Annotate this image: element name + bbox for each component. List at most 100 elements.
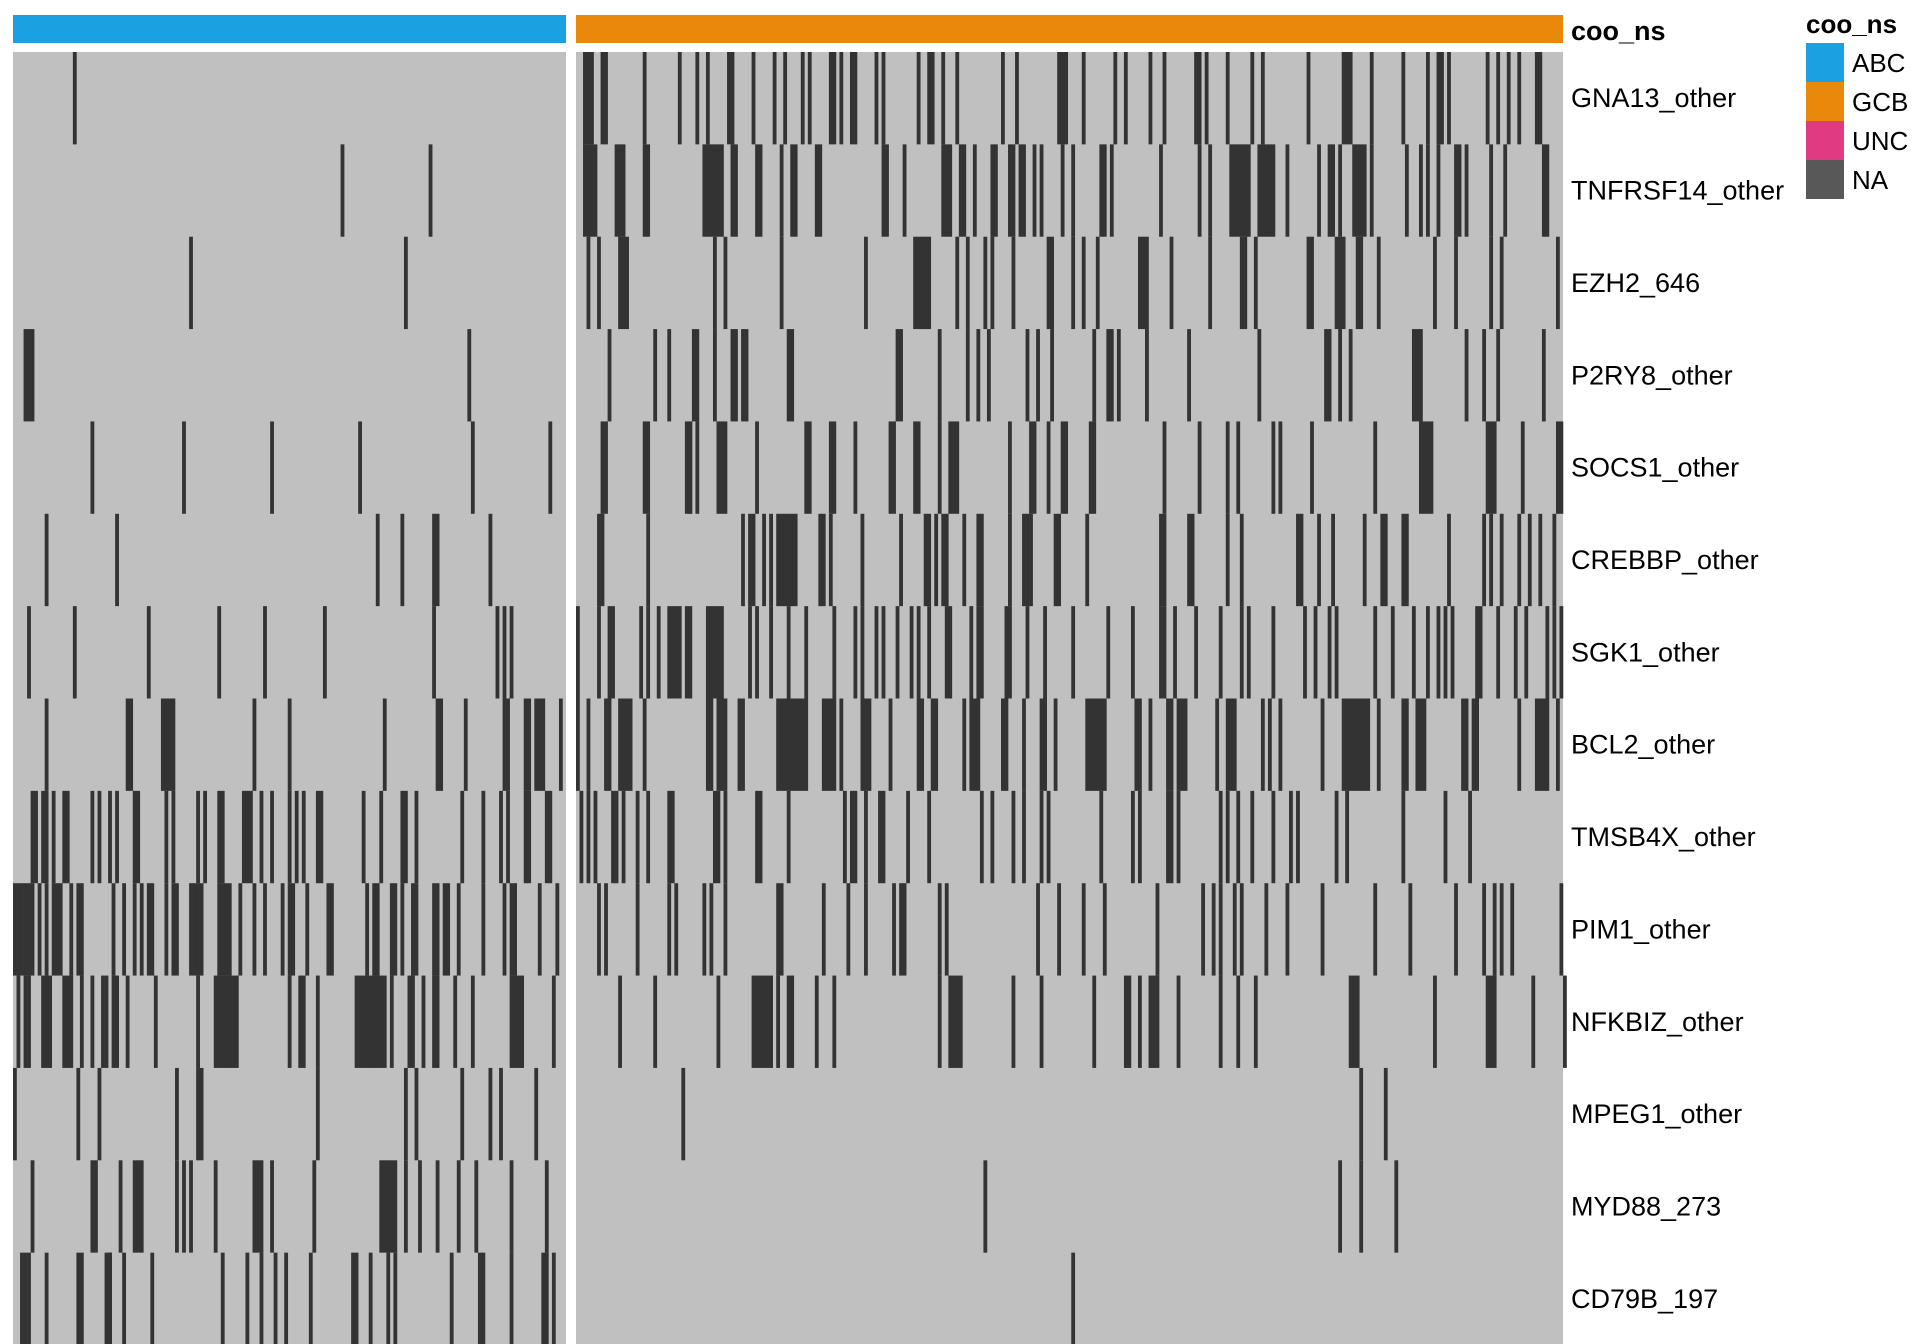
cell-mutated: [1243, 236, 1248, 330]
cell-mutated: [1260, 144, 1265, 237]
cell-mutated: [509, 1252, 514, 1344]
cell-mutated: [1499, 513, 1504, 607]
cell-mutated: [723, 698, 728, 791]
cell-mutated: [537, 883, 542, 976]
cell-mutated: [1534, 52, 1539, 145]
cell-mutated: [839, 698, 844, 791]
cell-mutated: [488, 513, 493, 607]
cell-mutated: [576, 606, 580, 699]
cell-mutated: [502, 698, 507, 791]
cell-mutated: [1057, 52, 1062, 145]
cell-mutated: [136, 1160, 141, 1253]
cell-mutated: [590, 52, 594, 145]
cell-mutated: [248, 790, 253, 884]
cell-mutated: [1475, 698, 1479, 791]
cell-mutated: [418, 1160, 422, 1253]
cell-mutated: [224, 975, 229, 1068]
cell-mutated: [720, 144, 724, 237]
cell-mutated: [688, 606, 693, 699]
cell-mutated: [192, 883, 197, 976]
cell-mutated: [368, 975, 373, 1068]
cell-mutated: [435, 1160, 440, 1253]
cell-mutated: [807, 52, 812, 145]
cell-mutated: [1527, 513, 1532, 607]
cell-mutated: [1197, 144, 1202, 237]
cell-mutated: [372, 883, 377, 976]
cell-mutated: [1246, 144, 1251, 237]
cell-mutated: [1099, 790, 1104, 884]
cell-mutated: [1239, 606, 1244, 699]
cell-mutated: [1018, 144, 1023, 237]
cell-mutated: [23, 1252, 28, 1344]
cell-mutated: [182, 1160, 186, 1253]
cell-mutated: [1334, 790, 1339, 884]
cell-mutated: [976, 513, 981, 607]
cell-mutated: [793, 144, 798, 237]
cell-mutated: [1373, 883, 1378, 976]
cell-mutated: [635, 790, 640, 884]
cell-mutated: [755, 790, 759, 884]
cell-mutated: [1239, 513, 1244, 607]
cell-mutated: [13, 883, 17, 976]
cell-mutated: [400, 513, 405, 607]
cell-mutated: [1025, 513, 1030, 607]
cell-mutated: [1443, 606, 1448, 699]
cell-mutated: [270, 1160, 274, 1253]
cell-mutated: [1011, 790, 1016, 884]
cell-mutated: [769, 513, 773, 607]
cell-mutated: [301, 975, 306, 1068]
cell-mutated: [755, 421, 759, 514]
cell-mutated: [439, 698, 444, 791]
cell-mutated: [16, 975, 21, 1068]
cell-mutated: [175, 883, 179, 976]
cell-mutated: [1264, 144, 1269, 237]
cell-mutated: [941, 52, 946, 145]
cell-mutated: [1106, 606, 1111, 699]
cell-mutated: [361, 975, 366, 1068]
cell-mutated: [1039, 698, 1044, 791]
cell-mutated: [1401, 513, 1406, 607]
cell-mutated: [625, 236, 629, 330]
cell-mutated: [1169, 790, 1174, 884]
cell-mutated: [220, 883, 225, 976]
cell-mutated: [881, 144, 886, 237]
cell-mutated: [1362, 513, 1367, 607]
cell-mutated: [607, 698, 612, 791]
cell-mutated: [470, 421, 475, 514]
cell-mutated: [1162, 421, 1167, 514]
cell-mutated: [69, 883, 74, 976]
cell-mutated: [220, 1252, 225, 1344]
cell-mutated: [196, 975, 200, 1068]
panel-gcb: [576, 52, 1563, 1344]
cell-mutated: [751, 52, 756, 145]
cell-mutated: [1036, 883, 1040, 976]
cell-mutated: [1253, 236, 1258, 330]
cell-mutated: [358, 975, 362, 1068]
cell-mutated: [171, 698, 176, 791]
cell-mutated: [1345, 790, 1350, 884]
cell-mutated: [586, 236, 591, 330]
cell-mutated: [846, 883, 851, 976]
cell-mutated: [252, 1160, 257, 1253]
cell-mutated: [1313, 606, 1318, 699]
cell-mutated: [354, 1252, 359, 1344]
cell-mutated: [1401, 52, 1406, 145]
cell-mutated: [762, 513, 766, 607]
cell-mutated: [902, 144, 907, 237]
cell-mutated: [65, 790, 70, 884]
cell-mutated: [400, 790, 405, 884]
cell-mutated: [1359, 1067, 1364, 1161]
cell-mutated: [1260, 52, 1265, 145]
cell-mutated: [723, 421, 728, 514]
cell-mutated: [1338, 236, 1343, 330]
cell-mutated: [386, 1160, 391, 1253]
cell-mutated: [1162, 606, 1167, 699]
cell-mutated: [976, 606, 981, 699]
cell-mutated: [213, 1160, 218, 1253]
cell-mutated: [814, 975, 819, 1068]
cell-mutated: [849, 52, 854, 145]
cell-mutated: [1517, 513, 1522, 607]
cell-mutated: [730, 329, 735, 422]
cell-mutated: [1043, 606, 1047, 699]
cell-mutated: [62, 975, 67, 1068]
